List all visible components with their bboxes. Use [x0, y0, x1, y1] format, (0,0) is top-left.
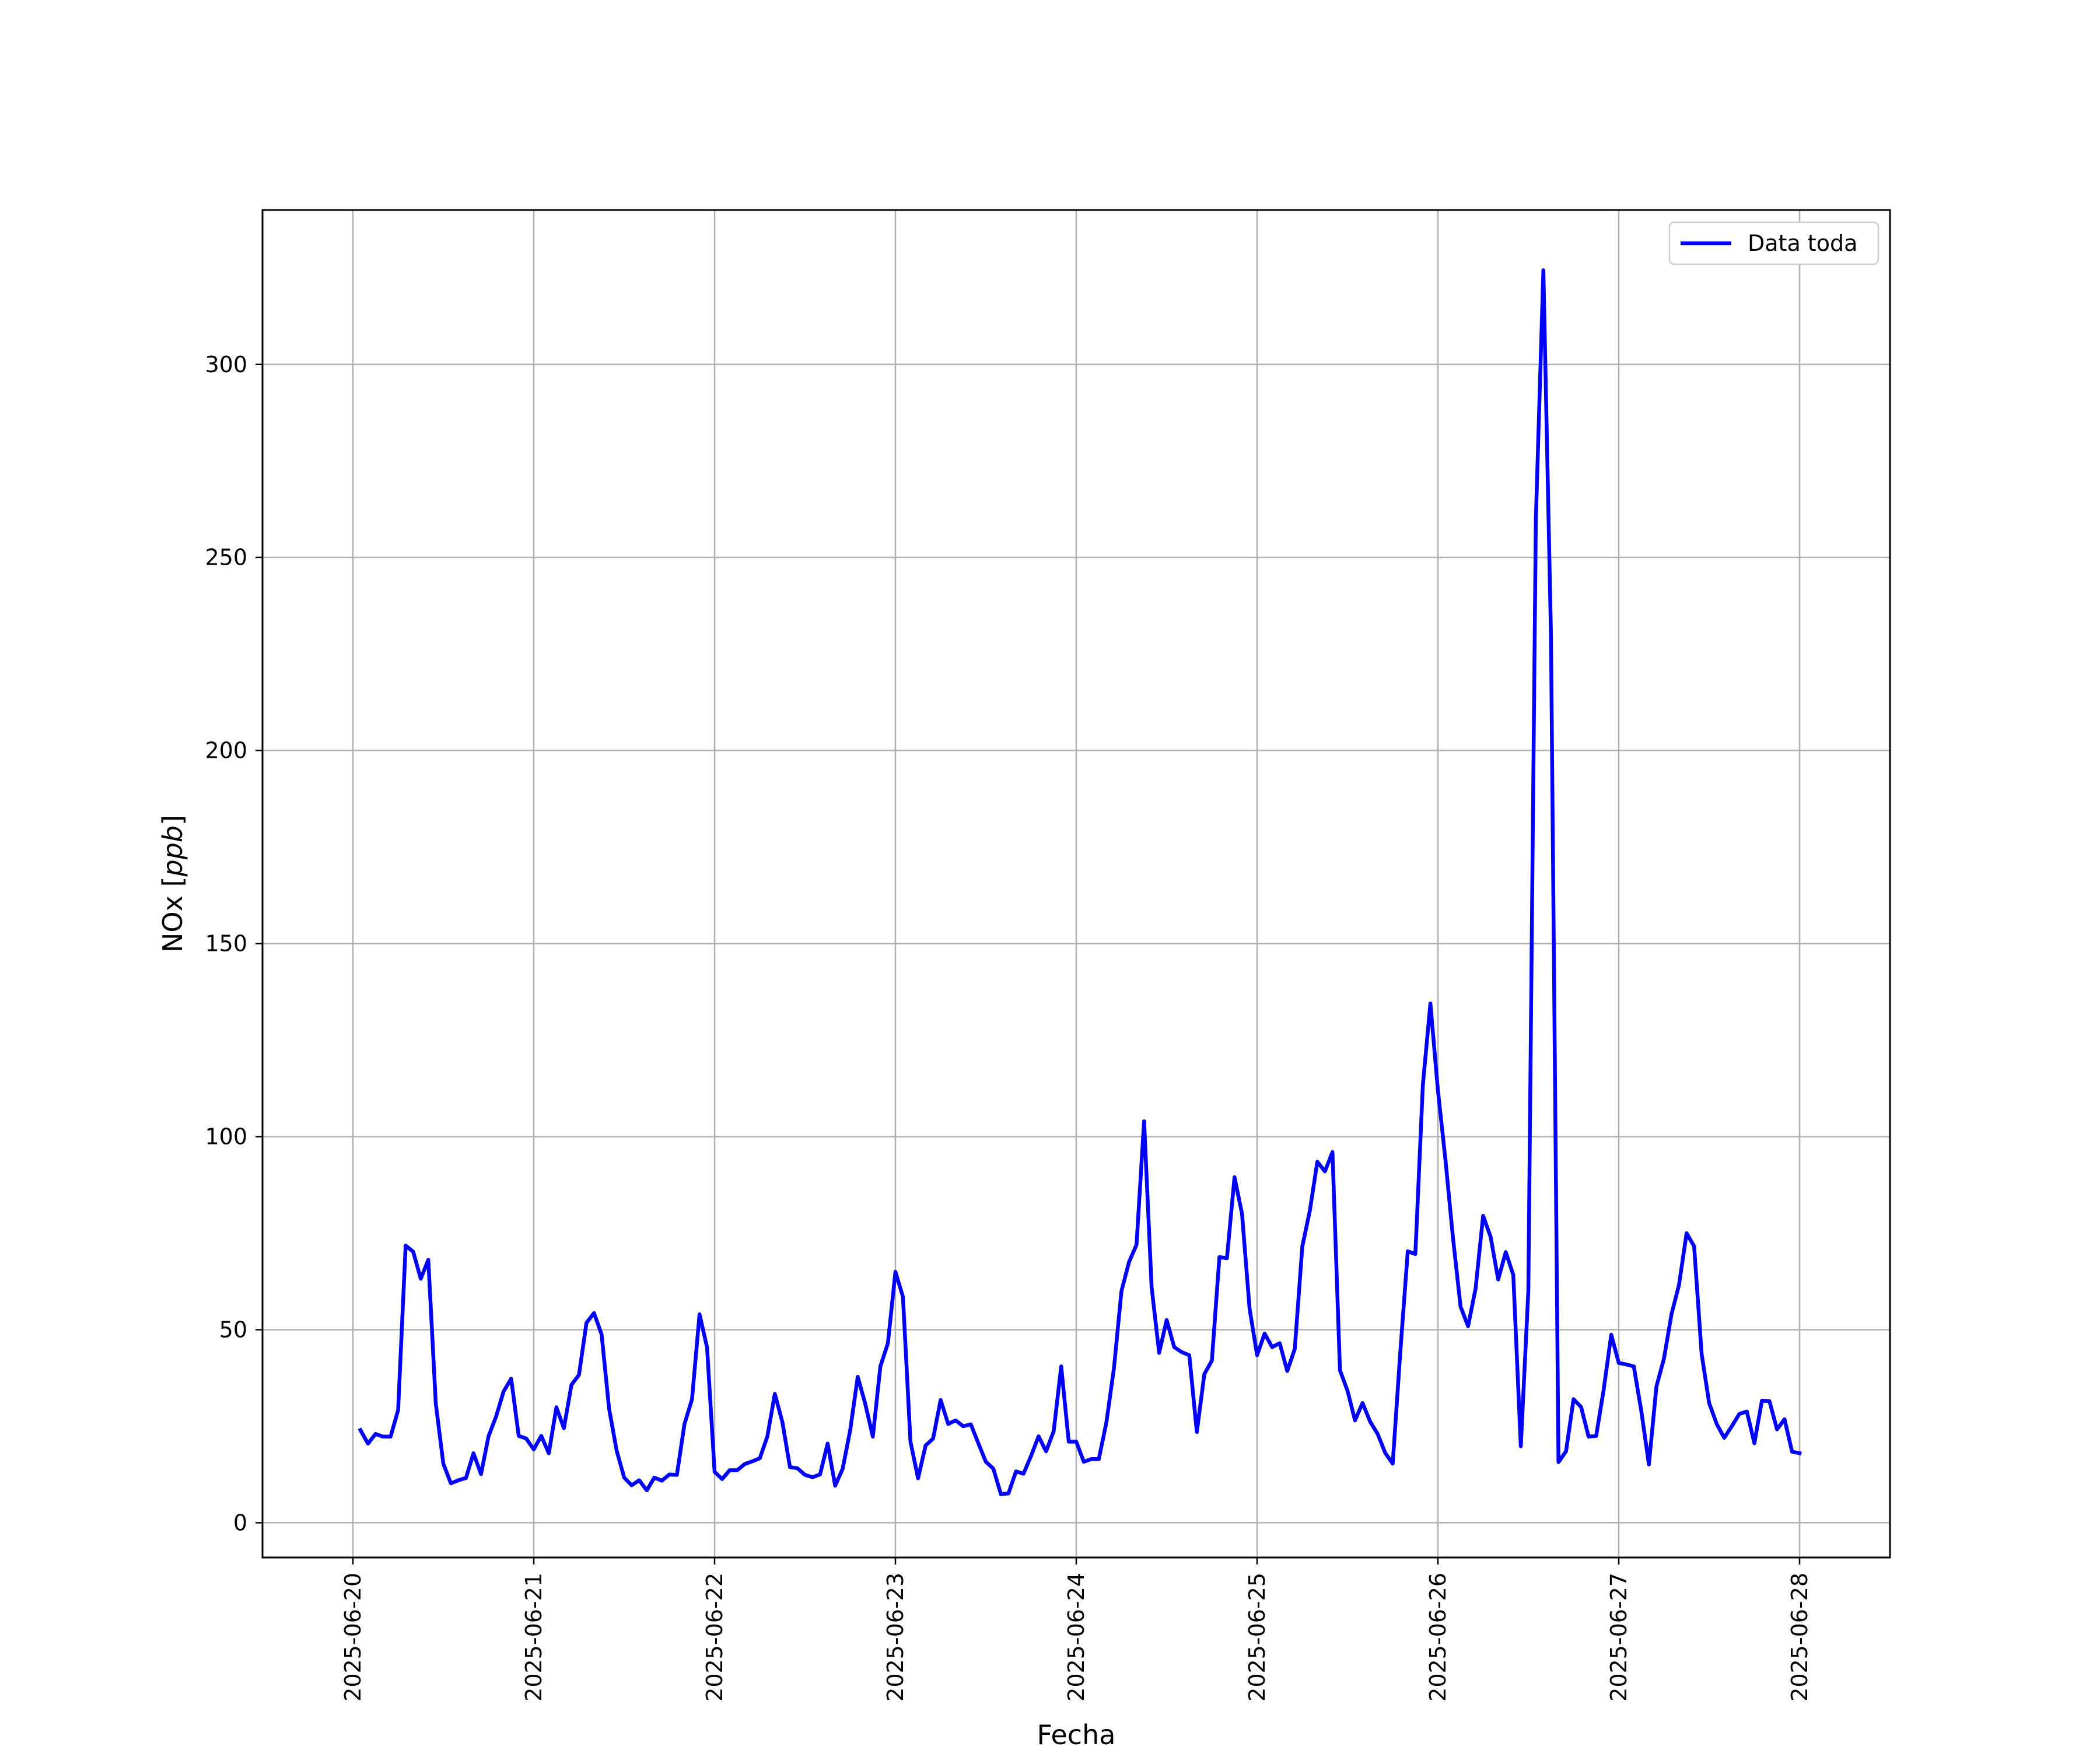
y-tick-label: 0 [233, 1510, 247, 1535]
x-tick-label: 2025-06-22 [702, 1573, 727, 1702]
grid [262, 210, 1890, 1558]
y-tick-label: 150 [205, 931, 247, 957]
x-tick-label: 2025-06-28 [1787, 1573, 1812, 1702]
y-tick-label: 300 [205, 352, 247, 377]
legend: Data toda [1668, 221, 1880, 265]
ticks: 2025-06-20 2025-06-21 2025-06-22 2025-06-23… [205, 352, 1812, 1702]
y-tick-label: 50 [219, 1317, 247, 1342]
series-line-data-toda [358, 268, 1802, 1496]
x-tick-label: 2025-06-23 [883, 1573, 908, 1702]
legend-box [1668, 221, 1880, 265]
y-tick-label: 250 [205, 545, 247, 570]
series-layer [358, 268, 1802, 1496]
legend-label-data-toda: Data toda [1748, 230, 1857, 256]
x-tick-label: 2025-06-25 [1244, 1573, 1270, 1702]
y-tick-label: 100 [205, 1124, 247, 1150]
x-tick-label: 2025-06-24 [1063, 1573, 1089, 1702]
y-tick-label: 200 [205, 738, 247, 764]
x-tick-label: 2025-06-27 [1606, 1573, 1632, 1702]
x-tick-label: 2025-06-26 [1425, 1573, 1451, 1702]
x-tick-label: 2025-06-21 [521, 1573, 547, 1702]
y-axis-label: NOx [ppb] [157, 815, 188, 953]
x-axis-label: Fecha [1037, 1719, 1116, 1750]
x-tick-label: 2025-06-20 [340, 1573, 366, 1702]
